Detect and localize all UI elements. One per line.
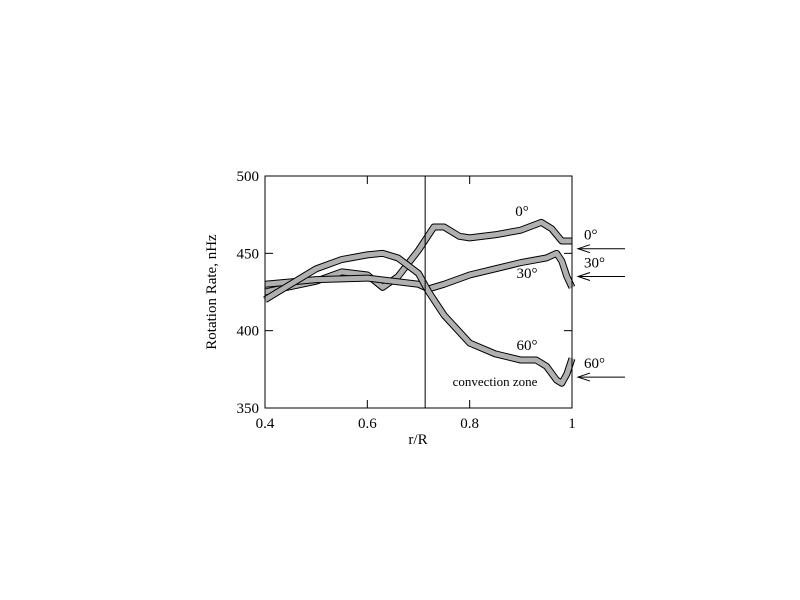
x-axis-label: r/R <box>408 432 427 448</box>
x-tick-label: 0.8 <box>460 416 479 432</box>
annotation: convection zone <box>453 374 538 389</box>
surface-arrow-head <box>576 372 591 382</box>
surface-arrow-head <box>576 244 591 254</box>
x-tick-label: 1 <box>568 416 576 432</box>
series-label: 60° <box>517 338 538 354</box>
y-tick-label: 450 <box>237 246 260 262</box>
surface-arrow-head <box>576 272 591 282</box>
series-band <box>263 250 575 386</box>
series-band <box>264 250 575 292</box>
x-tick-label: 0.4 <box>256 416 275 432</box>
surface-label: 0° <box>584 228 598 244</box>
y-tick-label: 350 <box>237 401 260 417</box>
y-tick-label: 500 <box>237 169 260 185</box>
series-band <box>264 219 572 295</box>
surface-label: 30° <box>584 256 605 272</box>
series-label: 0° <box>515 204 529 220</box>
surface-label: 60° <box>584 356 605 372</box>
y-tick-label: 400 <box>237 324 260 340</box>
series-label: 30° <box>517 266 538 282</box>
plot-frame <box>264 175 573 409</box>
y-axis-label: Rotation Rate, nHz <box>204 234 220 350</box>
x-tick-label: 0.6 <box>358 416 377 432</box>
